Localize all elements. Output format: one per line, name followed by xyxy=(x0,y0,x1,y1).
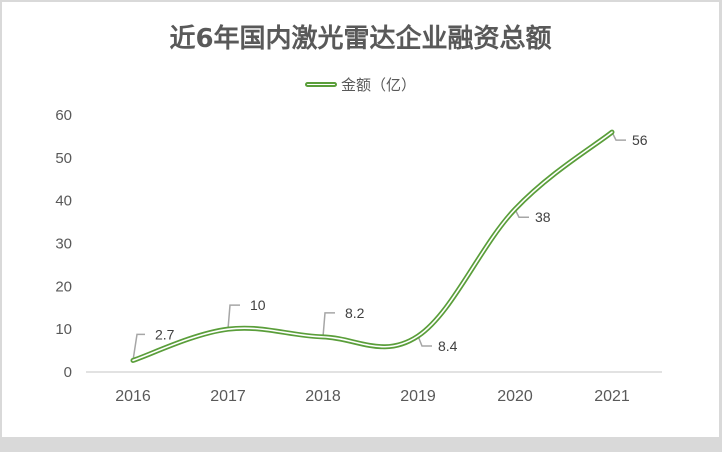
leader-lines xyxy=(132,131,626,361)
data-label: 38 xyxy=(535,209,551,225)
chart-title: 近6年国内激光雷达企业融资总额 xyxy=(169,24,552,54)
x-tick-label: 2019 xyxy=(400,388,436,405)
data-label: 2.7 xyxy=(155,326,175,342)
leader-line xyxy=(611,131,626,141)
data-labels: 2.7 10 8.2 8.4 38 56 xyxy=(155,132,648,354)
y-tick-label: 60 xyxy=(55,107,72,124)
leader-line xyxy=(514,208,529,218)
y-tick-label: 40 xyxy=(55,193,72,210)
x-tick-label: 2016 xyxy=(115,388,151,405)
legend-line-icon xyxy=(304,82,337,87)
legend-label: 金额（亿） xyxy=(340,76,416,94)
y-tick-label: 20 xyxy=(55,278,72,295)
y-tick-label: 30 xyxy=(55,236,72,253)
x-tick-label: 2020 xyxy=(497,388,533,405)
x-tick-label: 2018 xyxy=(305,388,341,405)
legend[interactable]: 金额（亿） xyxy=(2,74,719,95)
x-axis: 2016 2017 2018 2019 2020 2021 xyxy=(115,388,630,405)
series-line-inner xyxy=(132,131,613,362)
leader-line xyxy=(322,312,335,337)
y-axis: 0 10 20 30 40 50 60 xyxy=(55,107,72,381)
y-tick-label: 10 xyxy=(55,321,72,338)
leader-line xyxy=(417,335,432,347)
data-label: 8.4 xyxy=(438,338,458,354)
chart-container: 近6年国内激光雷达企业融资总额 金额（亿） xyxy=(1,1,720,438)
data-label: 10 xyxy=(250,297,266,313)
y-tick-label: 0 xyxy=(64,364,72,381)
leader-line xyxy=(227,304,240,330)
series-line[interactable] xyxy=(130,129,615,363)
leader-line xyxy=(132,333,145,361)
x-tick-label: 2017 xyxy=(210,388,246,405)
x-tick-label: 2021 xyxy=(594,388,630,405)
data-label: 8.2 xyxy=(345,305,365,321)
data-label: 56 xyxy=(632,132,648,148)
y-tick-label: 50 xyxy=(55,150,72,167)
